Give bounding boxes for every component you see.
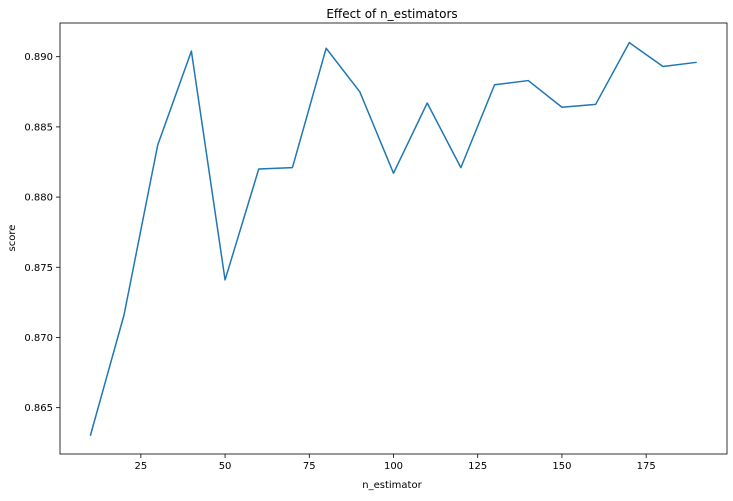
x-tick-label: 75 (303, 461, 316, 472)
y-tick-label: 0.880 (24, 193, 53, 204)
series-layer (89, 41, 697, 436)
y-tick-label: 0.870 (24, 333, 53, 344)
y-axis-label: score (7, 225, 18, 252)
x-tick-label: 125 (468, 461, 487, 472)
y-tick-label: 0.890 (24, 52, 53, 63)
x-tick-label: 175 (637, 461, 656, 472)
x-tick-label: 25 (134, 461, 147, 472)
x-axis-ticks: 25 50 75 100 125 150 175 (134, 454, 656, 472)
plot-frame (59, 22, 728, 455)
y-tick-label: 0.875 (24, 263, 53, 274)
y-tick-label: 0.885 (24, 122, 53, 133)
x-tick-label: 50 (219, 461, 232, 472)
chart-title: Effect of n_estimators (326, 7, 457, 21)
x-tick-label: 100 (384, 461, 403, 472)
y-axis-ticks: 0.865 0.870 0.875 0.880 0.885 0.890 (24, 52, 60, 414)
series-line (89, 41, 697, 436)
x-tick-label: 150 (552, 461, 571, 472)
x-axis-label: n_estimator (362, 480, 422, 491)
y-tick-label: 0.865 (24, 403, 53, 414)
